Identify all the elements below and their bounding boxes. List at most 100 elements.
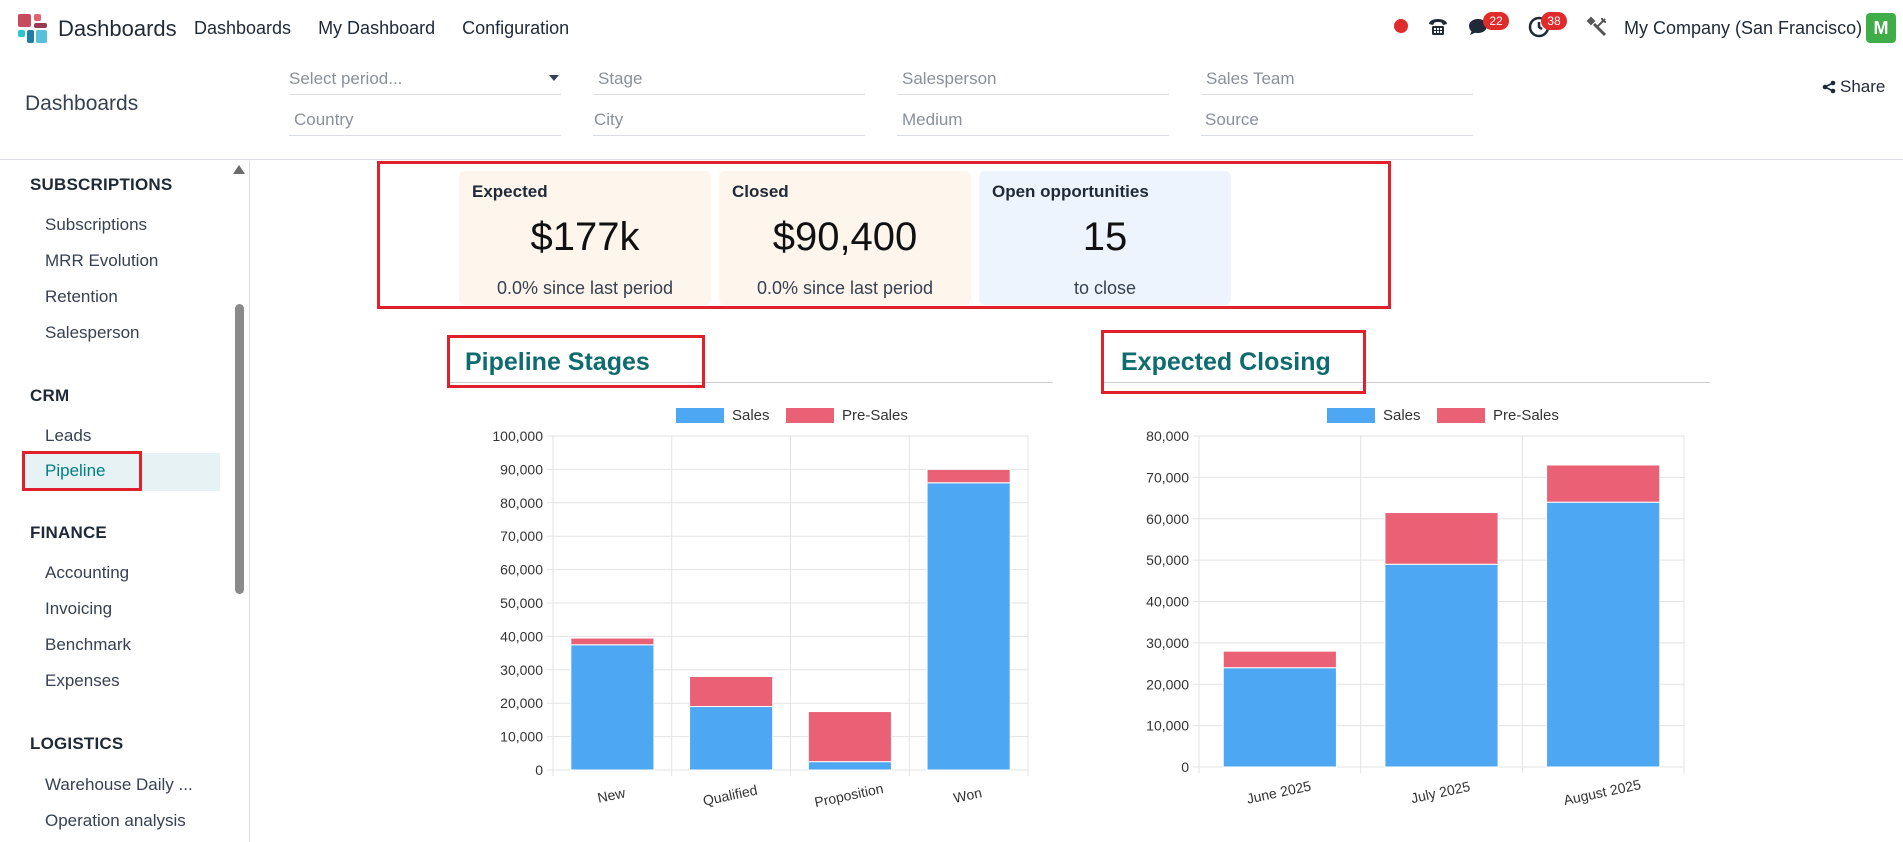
user-avatar[interactable]: M	[1866, 13, 1896, 43]
city-filter-label: City	[594, 110, 624, 129]
menu-dashboards[interactable]: Dashboards	[194, 18, 292, 38]
bar-pre-sales-august-2025	[1546, 464, 1661, 503]
chevron-down-icon	[549, 75, 559, 81]
sidebar-item-salesperson[interactable]: Salesperson	[45, 323, 140, 342]
period-select-label: Select period...	[289, 69, 403, 88]
recording-indicator-icon[interactable]	[1394, 19, 1408, 33]
kpi-expected-value: $177k	[530, 215, 640, 259]
section-logistics: LOGISTICS	[30, 734, 124, 753]
pipeline-highlight	[22, 451, 142, 491]
divider	[448, 382, 1053, 383]
city-filter[interactable]: City	[593, 106, 865, 136]
sidebar-scroll-thumb[interactable]	[235, 304, 244, 594]
kpi-open-opportunities: Open opportunities 15 to close	[979, 171, 1231, 305]
sales-team-filter[interactable]: Sales Team	[1201, 65, 1473, 95]
sidebar-item-accounting[interactable]: Accounting	[45, 563, 130, 582]
legend-label-pre-sales: Pre-Sales	[842, 407, 908, 424]
kpi-highlight	[377, 161, 1391, 309]
y-tick-label: 60,000	[500, 562, 543, 578]
phone-icon[interactable]	[1426, 15, 1450, 39]
bar-pre-sales-june-2025	[1222, 650, 1337, 669]
kpi-open-title: Open opportunities	[992, 182, 1149, 201]
legend-label-sales: Sales	[1383, 407, 1421, 424]
sidebar-item-operation-analysis[interactable]: Operation analysis	[45, 811, 186, 830]
share-button[interactable]: Share	[1822, 77, 1885, 97]
chart-title-pipeline-stages: Pipeline Stages	[465, 348, 650, 376]
app-name[interactable]: Dashboards	[58, 16, 177, 41]
y-tick-label: 0	[535, 762, 543, 778]
salesperson-filter[interactable]: Salesperson	[897, 65, 1169, 95]
divider	[1104, 382, 1710, 383]
dashboard-sidebar: SUBSCRIPTIONS Subscriptions MRR Evolutio…	[0, 161, 250, 842]
period-select[interactable]: Select period...	[289, 65, 561, 95]
pipeline-title-highlight	[447, 335, 705, 388]
sidebar-item-expenses[interactable]: Expenses	[45, 671, 120, 690]
medium-filter[interactable]: Medium	[897, 106, 1169, 136]
sidebar-item-mrr-evolution[interactable]: MRR Evolution	[45, 251, 159, 270]
expected-title-highlight	[1101, 330, 1366, 394]
share-label: Share	[1840, 77, 1886, 96]
x-tick-label: July 2025	[1409, 778, 1471, 806]
x-tick-label: Proposition	[813, 780, 885, 810]
scroll-up-arrow-icon[interactable]	[233, 165, 245, 174]
share-icon	[1822, 80, 1836, 94]
y-tick-label: 40,000	[1146, 594, 1189, 610]
kpi-expected-sub: 0.0% since last period	[496, 278, 674, 298]
stage-filter[interactable]: Stage	[593, 65, 865, 95]
x-tick-label: Won	[952, 784, 983, 806]
y-tick-label: 80,000	[500, 495, 543, 511]
country-filter[interactable]: Country	[289, 106, 561, 136]
x-tick-label: June 2025	[1245, 777, 1312, 806]
menu-my-dashboard[interactable]: My Dashboard	[318, 18, 436, 38]
y-tick-label: 0	[1181, 759, 1189, 775]
stage-filter-label: Stage	[598, 69, 643, 88]
bar-sales-new	[570, 644, 655, 771]
tools-icon[interactable]	[1585, 15, 1609, 39]
sales-team-filter-label: Sales Team	[1206, 69, 1295, 88]
messages-icon[interactable]	[1466, 15, 1490, 39]
y-tick-label: 100,000	[492, 428, 543, 444]
bar-sales-august-2025	[1546, 501, 1661, 768]
bar-sales-qualified	[689, 706, 774, 771]
sidebar-item-pipeline[interactable]: Pipeline	[22, 453, 220, 491]
legend-swatch-sales	[1327, 408, 1375, 423]
section-finance: FINANCE	[30, 523, 107, 542]
sidebar-item-subscriptions[interactable]: Subscriptions	[45, 215, 148, 234]
y-tick-label: 30,000	[1146, 635, 1189, 651]
y-tick-label: 60,000	[1146, 511, 1189, 527]
bar-sales-june-2025	[1222, 667, 1337, 768]
legend-label-sales: Sales	[732, 407, 770, 424]
medium-filter-label: Medium	[902, 110, 963, 129]
y-tick-label: 30,000	[500, 662, 543, 678]
bar-sales-proposition	[807, 761, 892, 771]
bar-pre-sales-won	[926, 468, 1011, 484]
chart-title-expected-closing: Expected Closing	[1121, 348, 1331, 376]
y-tick-label: 70,000	[1146, 469, 1189, 485]
breadcrumb: Dashboards	[25, 92, 139, 115]
sidebar-item-retention[interactable]: Retention	[45, 287, 118, 306]
x-tick-label: Qualified	[701, 782, 758, 809]
salesperson-filter-label: Salesperson	[902, 69, 997, 88]
sidebar-item-warehouse-daily[interactable]: Warehouse Daily ...	[45, 775, 193, 794]
expected-closing-chart: 0 10,000 20,000 30,000 40,000 50,000 60,000 70,…	[1146, 407, 1685, 808]
x-tick-label: New	[596, 784, 628, 806]
x-tick-label: August 2025	[1562, 776, 1642, 808]
y-tick-label: 10,000	[1146, 718, 1189, 734]
bar-pre-sales-july-2025	[1384, 512, 1499, 565]
sidebar-item-benchmark[interactable]: Benchmark	[45, 635, 131, 654]
kpi-expected: Expected $177k 0.0% since last period	[459, 171, 711, 305]
legend-label-pre-sales: Pre-Sales	[1493, 407, 1559, 424]
dashboards-app-icon[interactable]	[18, 14, 48, 44]
y-tick-label: 20,000	[500, 695, 543, 711]
sidebar-item-invoicing[interactable]: Invoicing	[45, 599, 113, 618]
menu-configuration[interactable]: Configuration	[462, 18, 570, 38]
source-filter[interactable]: Source	[1201, 106, 1473, 136]
kpi-closed-value: $90,400	[772, 215, 918, 259]
kpi-closed-title: Closed	[732, 182, 789, 201]
bar-sales-won	[926, 482, 1011, 771]
company-switcher[interactable]: My Company (San Francisco)	[1624, 18, 1863, 38]
kpi-closed: Closed $90,400 0.0% since last period	[719, 171, 971, 305]
sidebar-item-leads[interactable]: Leads	[45, 426, 92, 445]
y-tick-label: 10,000	[500, 729, 543, 745]
messages-badge: 22	[1483, 12, 1509, 30]
